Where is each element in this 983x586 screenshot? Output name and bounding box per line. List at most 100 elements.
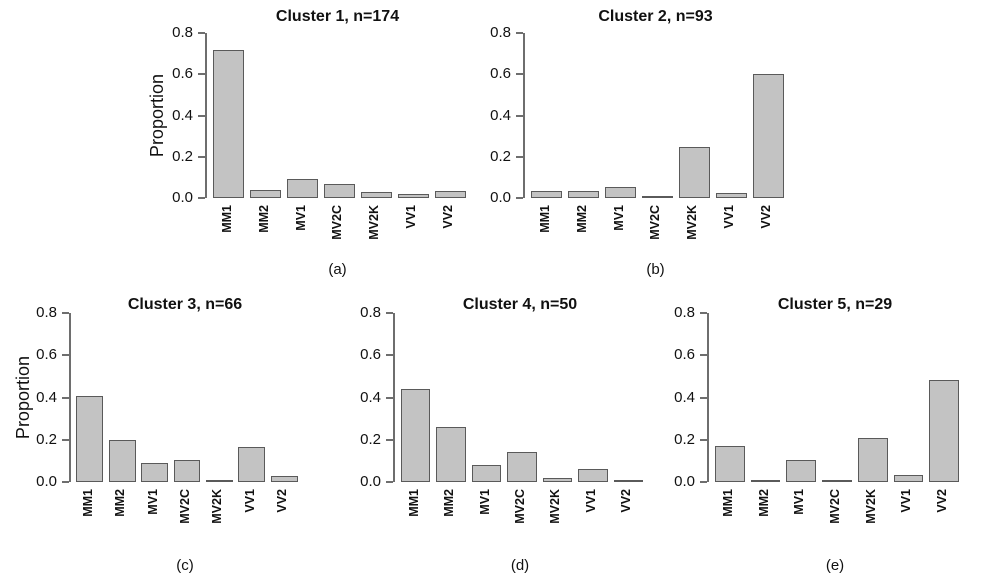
bar-vv1	[238, 447, 266, 482]
x-axis-tick-label-text: MV2K	[863, 489, 878, 524]
x-axis-tick-label: MM2	[244, 205, 283, 261]
bar-mv1	[786, 460, 817, 482]
plot-area	[516, 32, 790, 199]
y-axis-tick	[386, 396, 393, 399]
chart-title: Cluster 3, n=66	[127, 296, 243, 313]
bar-vv1	[578, 469, 608, 482]
x-axis-tick-label: VV1	[888, 489, 926, 545]
bar-mv2k	[679, 147, 710, 198]
bar-mv2c	[822, 480, 852, 482]
y-axis-tick	[386, 438, 393, 441]
x-axis-tick-label: MV2C	[318, 205, 357, 261]
y-axis-tick-label: 0.0	[360, 473, 381, 490]
x-axis-tick-label-text: VV2	[935, 489, 950, 513]
y-axis-tick	[700, 396, 707, 399]
x-axis-tick-label: VV2	[608, 489, 646, 545]
y-axis-tick	[516, 32, 523, 34]
x-axis-tick-label-text: VV2	[759, 205, 774, 229]
x-axis-tick-label: VV1	[232, 489, 267, 545]
x-axis-tick-label: MM1	[70, 489, 105, 545]
x-axis-tick-label: MM1	[395, 489, 433, 545]
x-axis-tick-label: MM1	[709, 489, 747, 545]
x-axis-tick-label-text: VV2	[619, 489, 634, 513]
bar-mv2k	[857, 438, 888, 482]
panel-cluster-1: Proportion Cluster 1, n=174 (a) 0.0 0.2 0.…	[140, 6, 485, 288]
x-axis-tick-label-text: VV1	[242, 489, 257, 513]
y-axis-tick	[516, 155, 523, 158]
bar-mv1	[141, 463, 169, 482]
bar-mm2	[436, 427, 466, 482]
x-axis-tick-label-text: MM2	[574, 205, 589, 233]
x-axis-tick-label: VV2	[429, 205, 468, 261]
x-axis-tick-label: MM1	[207, 205, 246, 261]
bar-mm1	[76, 396, 104, 482]
bar-mv2c	[324, 184, 355, 198]
x-axis-tick-label-text: VV1	[583, 489, 598, 513]
y-axis-tick	[386, 481, 393, 483]
bar-mv2k	[205, 480, 233, 482]
chart-title: Cluster 5, n=29	[777, 296, 893, 313]
y-axis-tick-label: 0.4	[360, 388, 381, 406]
y-axis-tick-label: 0.8	[360, 304, 381, 321]
panel-cluster-5: Cluster 5, n=29 (e) 0.0 0.2 0.4 0.6 0.8 MM1 MM…	[664, 294, 978, 584]
x-axis-tick-label-text: MM2	[113, 489, 128, 517]
plot-area	[386, 312, 649, 483]
y-axis-tick-label: 0.6	[172, 65, 193, 83]
y-axis-tick	[700, 312, 707, 314]
x-axis-tick-label: MV1	[780, 489, 818, 545]
x-axis-tick-label: MV2C	[501, 489, 539, 545]
x-axis-tick-label-text: MM1	[219, 205, 234, 233]
bar-mm1	[213, 50, 244, 198]
x-axis-tick-label-text: MV2C	[648, 205, 663, 240]
x-axis-tick-label: MM2	[103, 489, 138, 545]
bar-mv1	[605, 187, 636, 198]
x-axis-tick-label: MV2K	[200, 489, 235, 545]
bar-vv1	[716, 193, 747, 198]
y-axis-tick-label: 0.2	[674, 430, 695, 448]
y-axis-tick-label: 0.2	[172, 147, 193, 165]
bar-vv2	[435, 191, 466, 198]
x-axis-tick-label-text: MV2K	[210, 489, 225, 524]
y-axis-tick	[62, 354, 69, 357]
plot-area	[700, 312, 965, 483]
y-axis-tick	[198, 197, 205, 199]
x-axis-tick-label: MV2C	[636, 205, 675, 261]
bar-mv2k	[361, 192, 392, 198]
bar-mm2	[568, 191, 599, 198]
x-axis-tick-label-text: MM2	[442, 489, 457, 517]
x-axis-tick-label: VV2	[747, 205, 786, 261]
bar-mv1	[287, 179, 318, 198]
y-axis-tick	[516, 73, 523, 76]
x-axis-tick-label-text: VV2	[275, 489, 290, 513]
bar-mv1	[471, 465, 502, 482]
x-axis-tick-label: VV2	[265, 489, 300, 545]
y-axis-tick-label: 0.4	[172, 106, 193, 124]
y-axis-tick-label: 0.8	[674, 304, 695, 321]
y-axis-tick	[700, 354, 707, 357]
x-axis-tick-label-text: VV1	[404, 205, 419, 229]
x-axis-tick-label: MM2	[745, 489, 783, 545]
panel-label: (b)	[646, 261, 665, 278]
x-axis-tick-label-text: MV2C	[330, 205, 345, 240]
x-axis-tick-label-text: MV1	[611, 205, 626, 231]
y-axis-tick	[198, 114, 205, 117]
bar-vv2	[270, 476, 298, 482]
chart-title: Cluster 2, n=93	[598, 8, 713, 25]
y-axis-tick	[198, 32, 205, 34]
y-axis-tick	[700, 438, 707, 441]
bar-mm2	[250, 190, 281, 198]
bar-mv2c	[173, 460, 201, 482]
bar-mm1	[714, 446, 745, 482]
y-axis-tick-label: 0.8	[36, 304, 57, 321]
x-axis-tick-label: MV2K	[852, 489, 890, 545]
x-axis-tick-label-text: MV2K	[367, 205, 382, 240]
bar-mv2c	[507, 452, 537, 482]
y-axis-tick	[700, 481, 707, 483]
x-axis-tick-label: MV2C	[168, 489, 203, 545]
bar-vv1	[893, 475, 924, 482]
bar-mv2k	[542, 478, 573, 482]
x-axis-tick-label: VV2	[923, 489, 961, 545]
x-axis-tick-label-text: MV2K	[685, 205, 700, 240]
x-axis-tick-label: MV1	[135, 489, 170, 545]
